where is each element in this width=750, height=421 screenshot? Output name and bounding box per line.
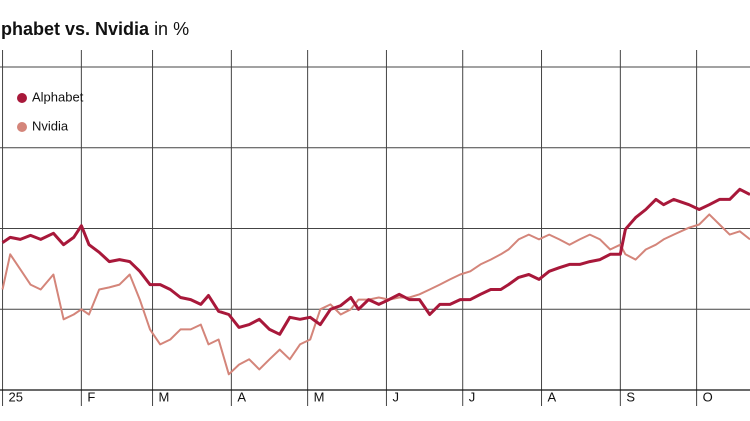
- x-tick-label: J: [392, 389, 399, 404]
- title-suffix: in %: [154, 19, 189, 39]
- x-tick-label: O: [703, 389, 713, 404]
- title-main: Alphabet vs. Nvidia: [0, 19, 150, 39]
- series-line: [1, 213, 750, 376]
- x-tick-label: A: [237, 389, 246, 404]
- x-tick-label: A: [548, 389, 557, 404]
- x-tick-label: F: [87, 389, 95, 404]
- legend-marker: [17, 93, 27, 103]
- x-tick-label: J: [469, 389, 476, 404]
- legend-label: Alphabet: [32, 89, 84, 104]
- x-tick-label: M: [314, 389, 325, 404]
- x-tick-label: 25: [9, 389, 23, 404]
- chart-title: Alphabet vs. Nvidia in %: [0, 19, 189, 39]
- x-tick-label: S: [626, 389, 635, 404]
- x-tick-label: M: [159, 389, 170, 404]
- legend-label: Nvidia: [32, 118, 69, 133]
- series-line: [1, 187, 750, 336]
- legend-marker: [17, 122, 27, 132]
